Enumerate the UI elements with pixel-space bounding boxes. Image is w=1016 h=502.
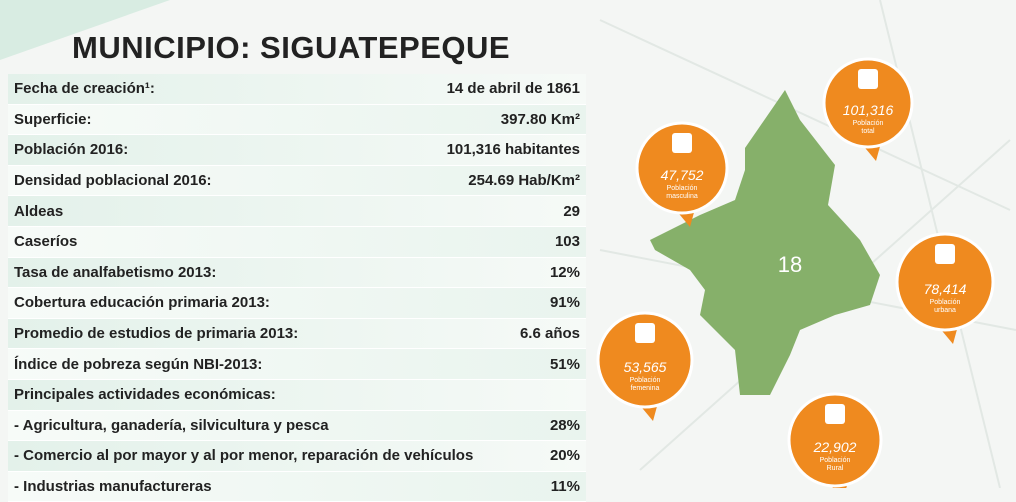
row-value: 6.6 años (519, 325, 580, 343)
row-label: Superficie: (14, 110, 92, 128)
row-label: Aldeas (14, 202, 64, 220)
table-row: Aldeas 29 (8, 196, 586, 227)
row-label: - Comercio al por mayor y al por menor, … (14, 447, 474, 465)
bubble (635, 121, 729, 215)
bubble-label: Población (853, 120, 884, 127)
bubble (596, 311, 694, 409)
bubble (787, 392, 883, 488)
bubble-label: Población (930, 299, 961, 306)
municipality-map (650, 90, 880, 395)
data-table: Fecha de creación¹: 14 de abril de 1861 Su… (8, 74, 586, 502)
bubble-label: Población (667, 185, 698, 192)
map-label: 18 (778, 252, 802, 277)
table-row: Densidad poblacional 2016: 254.69 Hab/Km² (8, 165, 586, 197)
bubble-label: urbana (934, 307, 956, 314)
table-row: Índice de pobreza según NBI-2013: 51% (8, 349, 586, 380)
corner-decoration (0, 0, 170, 60)
table-row: Fecha de creación¹: 14 de abril de 1861 (8, 74, 586, 105)
row-label: Densidad poblacional 2016: (14, 172, 212, 190)
row-label: Índice de pobreza según NBI-2013: (14, 355, 263, 373)
table-row: - Agricultura, ganadería, silvicultura y… (8, 410, 586, 442)
bubble-icon (935, 244, 955, 264)
table-row: - Industrias manufactureras 11% (8, 471, 586, 502)
bubble-icon (825, 404, 845, 424)
row-label: Promedio de estudios de primaria 2013: (14, 325, 299, 343)
row-value: 14 de abril de 1861 (446, 80, 580, 98)
row-label: Población 2016: (14, 141, 129, 159)
row-value: 103 (554, 233, 580, 251)
bubble-value: 78,414 (924, 281, 967, 297)
bubble-icon (858, 69, 878, 89)
map-panel: 18 101,316Poblacióntotal47,752Poblaciónm… (0, 0, 1016, 488)
row-value: 28% (549, 416, 580, 434)
table-row: Tasa de analfabetismo 2013: 12% (8, 257, 586, 289)
table-row: - Comercio al por mayor y al por menor, … (8, 441, 586, 472)
row-value: 51% (549, 355, 580, 373)
bubble-value: 47,752 (661, 167, 704, 183)
bubble-icon (672, 133, 692, 153)
row-value: 29 (563, 202, 580, 220)
bubble-value: 22,902 (813, 439, 857, 455)
row-label: Cobertura educación primaria 2013: (14, 294, 270, 312)
row-value: 20% (549, 447, 580, 465)
row-value: 397.80 Km² (500, 110, 580, 128)
row-label: Principales actividades económicas: (14, 386, 276, 404)
row-value: 254.69 Hab/Km² (468, 172, 580, 190)
row-label: - Agricultura, ganadería, silvicultura y… (14, 416, 329, 434)
table-row: Promedio de estudios de primaria 2013: 6.… (8, 318, 586, 350)
row-label: - Industrias manufactureras (14, 478, 212, 496)
bubble-value: 53,565 (624, 359, 667, 375)
table-row: Superficie: 397.80 Km² (8, 104, 586, 136)
row-value: 11% (550, 478, 580, 496)
bubble-value: 101,316 (843, 102, 894, 118)
table-row: Cobertura educación primaria 2013: 91% (8, 288, 586, 319)
row-value: 12% (549, 263, 580, 281)
bubble-icon (635, 323, 655, 343)
row-value: 91% (549, 294, 580, 312)
row-value: 101,316 habitantes (446, 141, 580, 159)
row-label: Caseríos (14, 233, 78, 251)
bubble-label: femenina (631, 385, 660, 392)
row-label: Fecha de creación¹: (14, 80, 155, 98)
bubble-label: total (861, 128, 875, 135)
bubble-label: masculina (666, 193, 698, 200)
bubble (822, 57, 914, 149)
table-row: Principales actividades económicas: (8, 379, 586, 411)
title: MUNICIPIO: SIGUATEPEQUE (72, 30, 511, 65)
table-row: Caseríos 103 (8, 226, 586, 258)
table-row: Población 2016: 101,316 habitantes (8, 135, 586, 166)
bubble-label: Rural (827, 465, 844, 472)
bubble-label: Población (820, 457, 851, 464)
row-label: Tasa de analfabetismo 2013: (14, 263, 217, 281)
bubble-label: Población (630, 377, 661, 384)
bubble (895, 232, 995, 332)
